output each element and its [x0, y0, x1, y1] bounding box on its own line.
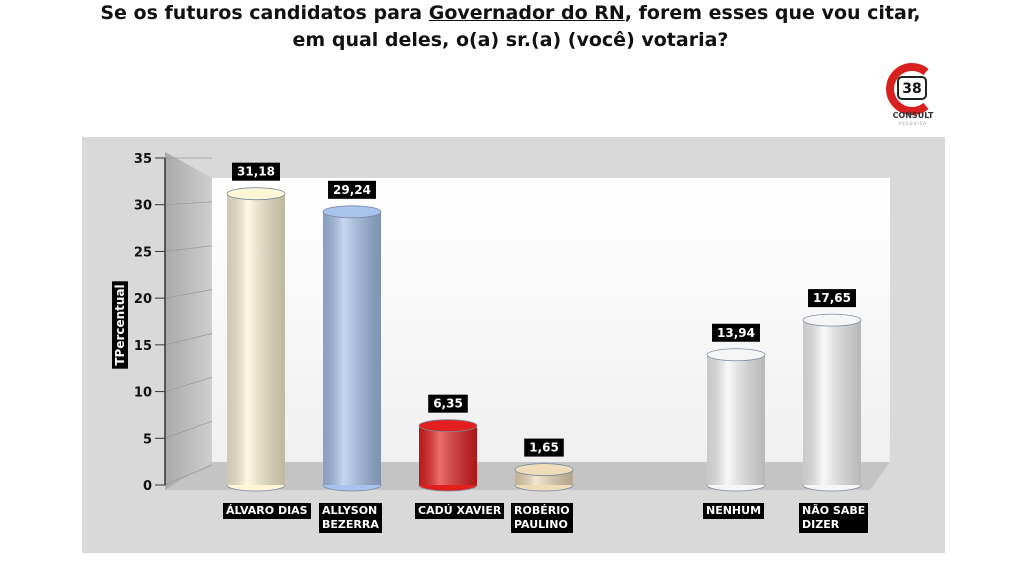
title-text: Se os futuros candidatos para: [100, 2, 423, 24]
y-tick-label: 5: [143, 432, 152, 447]
y-tick-label: 25: [134, 245, 152, 260]
value-label-bg: [428, 394, 468, 413]
bar-top: [802, 313, 862, 327]
grid-line: [164, 289, 213, 299]
plot: 0 5 10 15 20 25 30 35 TPercentual 31,18 29,24 6,35 1…: [112, 152, 862, 494]
grid-line: [164, 201, 213, 206]
grid-line: [164, 376, 213, 392]
bar-top: [322, 205, 382, 219]
bar-top: [418, 419, 478, 433]
y-axis-label: TPercentual: [113, 284, 127, 365]
bar-shade: [323, 211, 381, 485]
value-label-bg: [808, 289, 856, 308]
logo-ring: [886, 63, 929, 115]
grid-line: [164, 245, 213, 252]
y-tick-label: 30: [134, 199, 152, 214]
value-label: 13,94: [717, 326, 755, 340]
logo: 38 CONSULT PESQUISA: [886, 63, 934, 126]
value-label: 31,18: [237, 165, 275, 179]
title-text: em qual deles, o(a) sr.(a) (você) votari…: [292, 29, 729, 51]
logo-tagline: PESQUISA: [899, 121, 927, 126]
logo-name: CONSULT: [893, 111, 934, 120]
bar: [227, 193, 285, 486]
bar-base: [706, 478, 766, 492]
bar-shade: [803, 320, 861, 485]
bar-base: [418, 478, 478, 492]
x-tick-label: NENHUM: [703, 503, 765, 519]
y-tick-label: 10: [134, 386, 152, 401]
x-tick-label: ÁLVARO DIAS: [223, 503, 311, 519]
value-label-bg: [232, 162, 280, 181]
chart-title: Se os futuros candidatos para Governador…: [0, 0, 1021, 54]
title-text: , forem esses que vou citar,: [624, 2, 921, 24]
bar-base: [802, 478, 862, 492]
grid-line: [164, 420, 213, 439]
x-tick-label: ROBÉRIO PAULINO: [511, 503, 573, 533]
bar-top: [706, 348, 766, 362]
chart-panel: [82, 137, 945, 553]
x-tick-label: ALLYSON BEZERRA: [319, 503, 382, 533]
bar-base: [322, 478, 382, 492]
bar: [515, 469, 573, 485]
bar: [419, 425, 477, 485]
bar-shade: [419, 425, 477, 485]
value-label: 17,65: [813, 291, 851, 305]
x-tick-label: NÃO SABE DIZER: [799, 503, 869, 533]
grid-line: [164, 464, 213, 486]
title-underlined: Governador do RN: [428, 2, 625, 24]
y-tick-label: 0: [143, 479, 152, 494]
grid-line: [164, 333, 213, 346]
bar: [803, 320, 861, 485]
y-tick-label: 15: [134, 339, 152, 354]
value-label-bg: [328, 180, 376, 199]
y-axis-label-bg: [112, 281, 128, 369]
value-label: 1,65: [529, 441, 559, 455]
y-tick-label: 20: [134, 292, 152, 307]
bar-top: [514, 463, 574, 476]
bar: [707, 354, 765, 485]
bar-shade: [227, 193, 285, 486]
value-label-bg: [524, 438, 564, 457]
logo-number: 38: [902, 81, 921, 97]
value-label: 29,24: [333, 183, 371, 197]
bar: [323, 211, 381, 485]
y-tick-label: 35: [134, 152, 152, 167]
back-wall: [212, 178, 890, 462]
value-label: 6,35: [433, 397, 463, 411]
bar-base: [514, 478, 574, 492]
bar-top: [226, 187, 286, 201]
x-tick-label: CADÚ XAVIER: [415, 503, 505, 519]
side-wall: [165, 152, 212, 490]
logo-box: [897, 76, 927, 100]
bar-shade: [515, 469, 573, 485]
value-label-bg: [712, 323, 760, 342]
floor: [165, 462, 890, 490]
bar-shade: [707, 354, 765, 485]
bar-base: [226, 478, 286, 492]
